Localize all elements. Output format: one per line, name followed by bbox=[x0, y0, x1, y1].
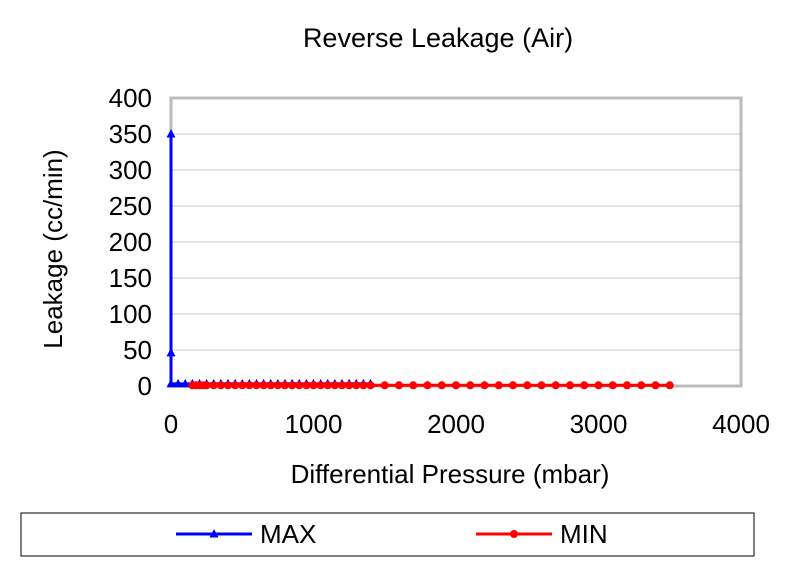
grid-lines bbox=[171, 133, 741, 351]
data-point-min bbox=[245, 381, 254, 390]
data-point-max bbox=[166, 347, 176, 357]
data-point-min bbox=[309, 381, 318, 390]
data-point-min bbox=[202, 381, 211, 390]
data-point-min bbox=[452, 381, 460, 390]
series-min bbox=[188, 381, 674, 390]
data-point-min bbox=[359, 381, 368, 390]
legend: MAX MIN bbox=[176, 519, 608, 549]
y-tick-label: 200 bbox=[109, 227, 152, 257]
data-point-min bbox=[216, 381, 225, 390]
data-point-min bbox=[480, 381, 489, 390]
legend-label: MIN bbox=[560, 519, 608, 549]
data-point-min bbox=[537, 381, 546, 390]
legend-marker bbox=[510, 530, 518, 538]
series-max bbox=[166, 129, 375, 388]
data-point-min bbox=[494, 381, 503, 390]
data-point-min bbox=[395, 381, 403, 390]
legend-marker bbox=[209, 529, 219, 538]
data-point-min bbox=[637, 381, 646, 390]
data-point-min bbox=[281, 381, 289, 390]
legend-box bbox=[20, 512, 755, 557]
data-point-min bbox=[380, 381, 389, 390]
x-tick-label: 2000 bbox=[427, 409, 485, 439]
x-tick-label: 1000 bbox=[285, 409, 343, 439]
data-point-min bbox=[273, 381, 282, 390]
data-point-min bbox=[345, 381, 354, 390]
data-point-min bbox=[288, 381, 297, 390]
y-tick-label: 350 bbox=[109, 119, 152, 149]
data-point-max bbox=[166, 129, 176, 138]
data-point-min bbox=[252, 381, 261, 390]
legend-label: MAX bbox=[260, 519, 316, 549]
data-point-min bbox=[366, 381, 375, 390]
data-point-min bbox=[330, 381, 339, 390]
data-point-min bbox=[623, 381, 631, 390]
y-axis-label: Leakage (cc/min) bbox=[38, 149, 68, 348]
data-point-max bbox=[173, 378, 183, 388]
x-axis-label: Differential Pressure (mbar) bbox=[291, 459, 610, 489]
data-point-min bbox=[608, 381, 617, 390]
y-tick-label: 300 bbox=[109, 155, 152, 185]
data-point-max bbox=[180, 378, 190, 388]
data-point-min bbox=[295, 381, 304, 390]
data-point-max bbox=[166, 378, 176, 388]
data-point-min bbox=[437, 381, 446, 390]
data-point-min bbox=[209, 381, 218, 390]
data-point-min bbox=[566, 381, 574, 390]
x-tick-label: 0 bbox=[164, 409, 178, 439]
y-tick-label: 100 bbox=[109, 299, 152, 329]
data-point-min bbox=[551, 381, 560, 390]
data-point-min bbox=[266, 381, 275, 390]
legend-item-min: MIN bbox=[476, 519, 608, 549]
data-point-min bbox=[580, 381, 589, 390]
series-layer bbox=[166, 129, 674, 390]
x-tick-label: 3000 bbox=[570, 409, 628, 439]
data-point-min bbox=[352, 381, 361, 390]
chart-title: Reverse Leakage (Air) bbox=[303, 23, 573, 53]
data-point-min bbox=[665, 381, 674, 390]
data-point-min bbox=[224, 381, 232, 390]
data-point-min bbox=[316, 381, 325, 390]
y-tick-label: 0 bbox=[138, 371, 152, 401]
y-tick-label: 250 bbox=[109, 191, 152, 221]
series-line-max bbox=[169, 134, 371, 386]
data-point-min bbox=[509, 381, 517, 390]
data-point-min bbox=[231, 381, 240, 390]
y-tick-label: 150 bbox=[109, 263, 152, 293]
data-point-min bbox=[238, 381, 247, 390]
y-tick-label: 400 bbox=[109, 83, 152, 113]
data-point-min bbox=[259, 381, 268, 390]
data-point-min bbox=[523, 381, 532, 390]
data-point-min bbox=[423, 381, 432, 390]
data-point-min bbox=[466, 381, 475, 390]
y-tick-label: 50 bbox=[123, 335, 152, 365]
data-point-min bbox=[302, 381, 311, 390]
x-tick-label: 4000 bbox=[712, 409, 770, 439]
data-point-min bbox=[338, 381, 346, 390]
data-point-min bbox=[651, 381, 660, 390]
data-point-min bbox=[409, 381, 418, 390]
data-point-min bbox=[323, 381, 332, 390]
legend-item-max: MAX bbox=[176, 519, 316, 549]
data-point-min bbox=[594, 381, 603, 390]
